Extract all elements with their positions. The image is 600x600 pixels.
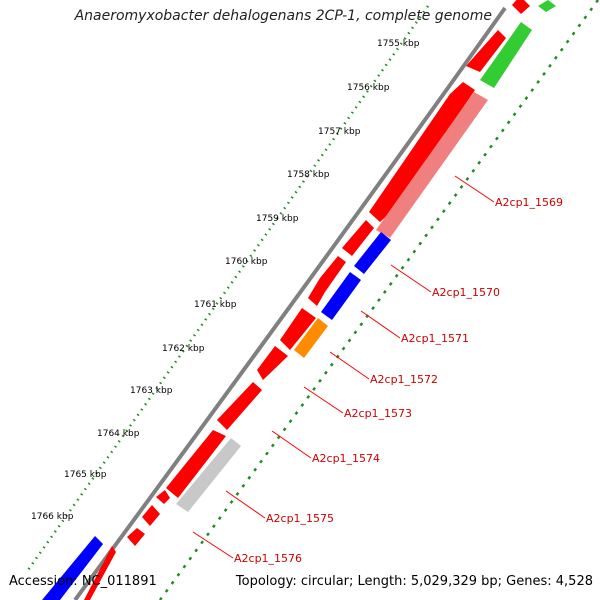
reverse-gene[interactable]: [42, 536, 103, 600]
map-title: Anaeromyxobacter dehalogenans 2CP-1, com…: [74, 8, 492, 24]
reverse-gene[interactable]: [538, 0, 556, 12]
tick-label: 1764 kbp: [97, 429, 140, 439]
leader-line: [329, 351, 370, 380]
tick-label: 1763 kbp: [130, 386, 173, 396]
outer-tick-ring: [26, 5, 430, 571]
gene-labels: A2cp1_1569 A2cp1_1570 A2cp1_1571 A2cp1_1…: [234, 196, 563, 565]
inner-tick-ring: [158, 0, 600, 600]
reverse-strand-genes: [42, 0, 556, 600]
gene-label[interactable]: A2cp1_1572: [370, 373, 438, 386]
tick-label: 1762 kbp: [162, 344, 205, 354]
genome-backbone: [73, 6, 507, 600]
leader-line: [271, 430, 312, 459]
forward-gene[interactable]: [512, 0, 530, 14]
tick-label: 1765 kbp: [64, 470, 107, 480]
gene-label[interactable]: A2cp1_1576: [234, 552, 302, 565]
forward-gene[interactable]: [217, 382, 262, 430]
reverse-gene[interactable]: [176, 438, 241, 512]
leader-line: [454, 175, 495, 203]
reverse-gene[interactable]: [480, 22, 532, 88]
tick-label: 1759 kbp: [256, 214, 299, 224]
tick-label: 1757 kbp: [318, 127, 361, 137]
forward-gene[interactable]: [308, 256, 346, 306]
forward-gene[interactable]: [280, 308, 316, 350]
leader-line: [192, 531, 234, 559]
tick-label: 1766 kbp: [31, 512, 74, 522]
genome-summary-text: Topology: circular; Length: 5,029,329 bp…: [235, 574, 593, 589]
label-leader-lines: [192, 175, 495, 559]
forward-gene[interactable]: [257, 346, 288, 380]
tick-label: 1761 kbp: [194, 300, 237, 310]
forward-strand-genes: [127, 0, 530, 546]
forward-gene[interactable]: [342, 220, 374, 256]
leader-line: [303, 386, 344, 414]
reverse-gene[interactable]: [294, 318, 328, 358]
gene-label[interactable]: A2cp1_1569: [495, 196, 563, 209]
gene-label[interactable]: A2cp1_1571: [401, 332, 469, 345]
reverse-gene[interactable]: [354, 232, 391, 274]
leader-line: [360, 310, 401, 339]
forward-gene[interactable]: [369, 82, 475, 222]
reverse-gene[interactable]: [84, 546, 116, 600]
forward-gene[interactable]: [156, 490, 170, 504]
forward-gene[interactable]: [466, 30, 506, 72]
tick-labels: 1755 kbp 1756 kbp 1757 kbp 1758 kbp 1759…: [31, 39, 420, 522]
leader-line: [225, 490, 266, 519]
leader-line: [390, 264, 432, 293]
tick-label: 1756 kbp: [347, 83, 390, 93]
reverse-gene[interactable]: [376, 92, 488, 238]
gene-label[interactable]: A2cp1_1573: [344, 407, 412, 420]
tick-label: 1758 kbp: [287, 170, 330, 180]
tick-label: 1755 kbp: [377, 39, 420, 49]
forward-gene[interactable]: [142, 505, 160, 526]
forward-gene[interactable]: [166, 430, 226, 498]
tick-label: 1760 kbp: [225, 257, 268, 267]
reverse-gene[interactable]: [321, 272, 361, 320]
gene-label[interactable]: A2cp1_1570: [432, 286, 500, 299]
gene-label[interactable]: A2cp1_1574: [312, 452, 380, 465]
gene-label[interactable]: A2cp1_1575: [266, 512, 334, 525]
forward-gene[interactable]: [127, 528, 145, 546]
accession-text: Accession: NC_011891: [9, 574, 157, 589]
